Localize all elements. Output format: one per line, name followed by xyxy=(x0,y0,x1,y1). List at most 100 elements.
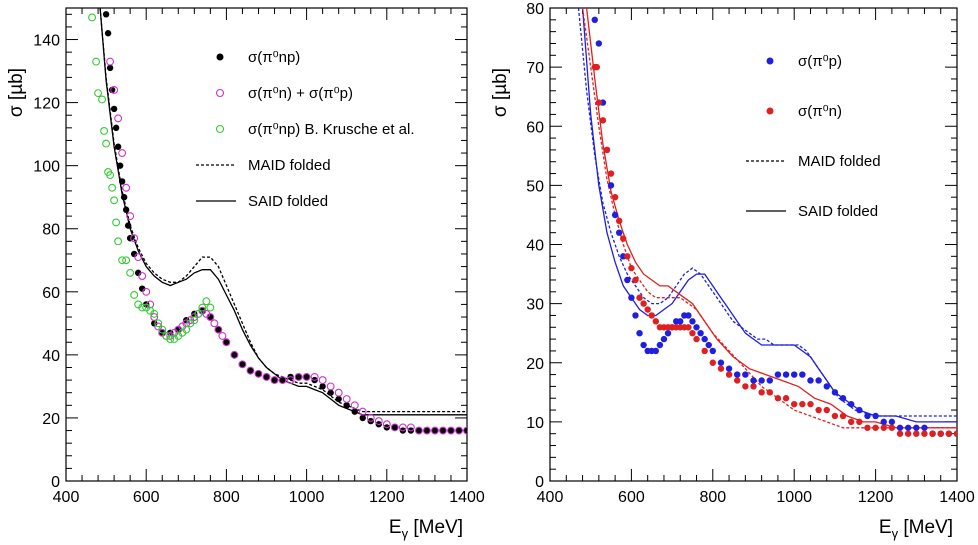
data-point xyxy=(343,402,350,409)
plot-area xyxy=(88,8,467,435)
data-point xyxy=(750,377,757,384)
data-point xyxy=(246,366,255,375)
data-point xyxy=(218,331,227,340)
y-tick-label: 60 xyxy=(526,119,544,136)
data-point xyxy=(310,372,319,381)
data-point xyxy=(100,127,109,135)
data-point xyxy=(102,139,111,148)
legend: σ(π⁰p) σ(π⁰n) MAID folded SAID folded xyxy=(746,53,881,220)
data-point xyxy=(126,234,134,242)
data-point xyxy=(693,324,700,331)
data-point xyxy=(624,253,631,260)
data-point xyxy=(599,117,607,124)
x-tick-label: 800 xyxy=(213,489,240,506)
curve-maid-folded-σ(π⁰n) xyxy=(581,8,957,429)
data-point xyxy=(632,276,639,284)
data-point xyxy=(799,400,806,408)
data-point xyxy=(888,424,896,431)
data-point xyxy=(447,426,455,435)
data-point xyxy=(106,57,115,66)
y-tick-label: 60 xyxy=(42,285,60,302)
data-point xyxy=(106,64,114,72)
data-point xyxy=(374,417,383,426)
data-point xyxy=(831,389,839,396)
data-point xyxy=(134,269,142,277)
x-tick-label: 1200 xyxy=(369,489,405,506)
data-point xyxy=(774,395,782,402)
data-point xyxy=(366,413,375,422)
data-point xyxy=(98,95,107,104)
data-point xyxy=(124,222,132,229)
data-point xyxy=(628,264,635,272)
x-tick-label: 600 xyxy=(133,489,160,506)
data-point xyxy=(334,388,343,397)
data-point xyxy=(398,423,407,432)
data-point xyxy=(742,383,749,390)
data-point xyxy=(151,320,158,327)
y-tick-label: 10 xyxy=(526,415,544,432)
data-point xyxy=(359,414,366,422)
data-point xyxy=(270,376,279,385)
data-point xyxy=(166,335,175,344)
data-point xyxy=(302,372,311,381)
data-point xyxy=(351,408,358,415)
data-point xyxy=(717,359,725,366)
data-point xyxy=(628,294,635,301)
data-point xyxy=(615,229,623,236)
data-point xyxy=(118,149,127,158)
data-point xyxy=(807,400,814,408)
data-point xyxy=(839,395,847,402)
data-point xyxy=(904,430,912,437)
y-tick-label: 20 xyxy=(42,411,60,428)
data-point xyxy=(847,400,855,408)
data-point xyxy=(689,318,696,325)
legend-marker xyxy=(766,107,774,115)
y-axis-label: σ [µb] xyxy=(6,68,27,117)
y-axis-label: σ [µb] xyxy=(490,68,511,117)
data-point xyxy=(104,30,112,37)
data-point xyxy=(904,424,912,431)
data-point xyxy=(214,325,223,334)
data-point xyxy=(342,395,351,403)
data-point xyxy=(880,424,887,431)
data-point xyxy=(414,426,423,435)
data-point xyxy=(391,424,399,431)
data-point xyxy=(929,430,936,437)
data-point xyxy=(652,318,660,325)
data-point xyxy=(438,426,447,435)
series-3 xyxy=(88,13,215,344)
data-point xyxy=(677,318,684,325)
data-point xyxy=(591,16,598,24)
data-point xyxy=(126,212,135,221)
data-point xyxy=(913,424,920,431)
x-axis-label-unit: [MeV] xyxy=(408,517,463,538)
y-tick-label: 0 xyxy=(535,474,544,491)
data-point xyxy=(847,418,855,426)
data-point xyxy=(593,63,601,71)
plot-area xyxy=(577,8,957,437)
data-point xyxy=(664,329,672,337)
data-point xyxy=(114,143,122,150)
y-tick-label: 80 xyxy=(526,1,544,18)
data-point xyxy=(431,427,439,434)
legend-label: σ(π⁰np) B. Krusche et al. xyxy=(248,121,415,138)
data-point xyxy=(595,40,603,47)
curve-said-folded-σ(π⁰p) xyxy=(581,8,957,423)
data-point xyxy=(335,395,342,403)
data-point xyxy=(422,426,431,435)
series-1 xyxy=(102,11,467,434)
data-point xyxy=(110,105,118,113)
data-point xyxy=(636,294,643,301)
data-point xyxy=(709,347,716,355)
data-point xyxy=(705,341,712,349)
data-point xyxy=(624,276,631,284)
legend-marker xyxy=(215,88,225,98)
y-tick-label: 100 xyxy=(33,159,60,176)
plot-frame xyxy=(549,7,958,482)
data-point xyxy=(130,234,139,243)
data-point xyxy=(130,250,138,258)
data-point xyxy=(175,326,182,333)
data-point xyxy=(839,412,847,420)
x-tick-label: 1000 xyxy=(289,489,325,506)
data-point xyxy=(807,377,814,384)
